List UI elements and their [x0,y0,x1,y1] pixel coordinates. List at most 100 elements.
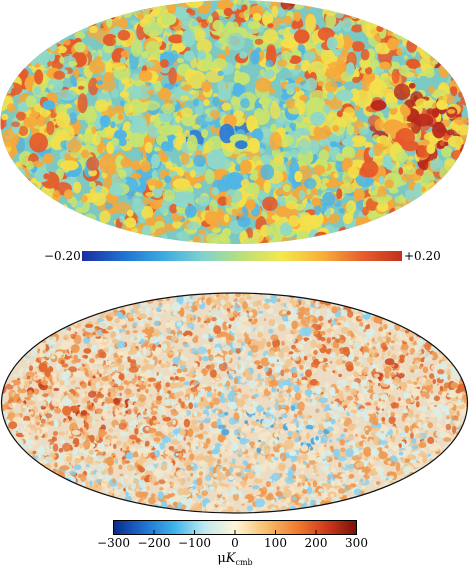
map-blob [201,129,208,138]
map-blob [351,25,363,33]
map-blob [461,43,469,53]
map-blob [13,320,19,326]
map-blob [348,166,359,178]
map-blob [456,14,465,23]
map-blob [380,62,391,70]
map-blob [203,99,210,106]
map-blob [0,179,9,185]
map-blob [20,506,26,513]
map-blob [101,506,103,509]
map-blob [24,30,42,48]
map-blob [433,209,438,216]
map-blob [54,222,62,232]
map-blob [22,336,26,339]
map-blob [375,8,384,18]
map-blob [84,305,88,311]
map-blob [80,229,91,242]
map-blob [135,375,137,378]
map-blob [432,331,434,334]
map-blob [296,118,302,123]
map-blob [47,207,55,216]
map-blob [25,308,30,311]
map-blob [415,318,418,321]
map-blob [21,181,39,191]
map-blob [72,20,80,30]
map-blob [374,119,384,131]
map-blob [11,182,17,187]
bottom-mollweide-projection [0,292,469,514]
map-blob [43,30,50,35]
map-blob [130,427,134,430]
map-blob [333,173,338,179]
map-blob [447,7,466,18]
map-blob [76,299,87,308]
map-blob [397,314,403,323]
map-blob [434,202,448,216]
map-blob [433,499,438,505]
map-blob [19,239,28,246]
map-blob [115,295,120,302]
map-blob [59,6,69,12]
map-blob [235,140,248,149]
map-blob [427,221,433,226]
map-blob [246,199,256,210]
map-blob [125,217,136,228]
map-blob [271,6,278,18]
map-blob [338,385,343,388]
map-blob [308,354,312,357]
map-blob [438,1,448,9]
map-blob [18,492,23,496]
map-blob [463,367,466,373]
map-blob [429,475,432,478]
map-blob [34,302,40,310]
map-blob [458,355,466,365]
map-blob [406,209,418,218]
map-blob [6,457,15,463]
map-blob [36,0,48,9]
map-blob [12,499,17,504]
map-blob [376,25,383,32]
map-blob [455,336,461,343]
map-blob [48,386,53,390]
map-blob [379,176,385,185]
map-blob [423,2,431,16]
map-blob [23,293,26,297]
map-blob [182,30,196,48]
map-blob [41,6,50,11]
map-blob [85,292,89,295]
map-blob [23,117,37,128]
map-blob [96,472,99,476]
map-blob [453,510,461,514]
map-blob [19,335,23,338]
map-blob [56,16,66,25]
map-blob [111,292,116,294]
map-blob [358,2,369,14]
map-blob [184,130,190,137]
map-blob [389,2,405,13]
map-blob [74,20,83,28]
map-blob [424,298,428,300]
map-blob [119,216,124,223]
map-blob [432,478,437,483]
map-blob [463,305,468,308]
map-blob [51,509,55,513]
map-blob [420,478,429,487]
map-blob [213,20,224,31]
map-blob [387,102,399,109]
map-blob [21,320,24,323]
map-blob [446,18,454,24]
map-blob [123,124,130,131]
map-blob [119,292,123,295]
map-blob [47,61,51,66]
map-blob [326,0,333,8]
map-blob [59,16,73,30]
map-blob [51,325,59,330]
map-blob [269,132,282,151]
map-blob [427,0,446,12]
map-blob [440,141,445,146]
map-blob [53,212,57,221]
map-blob [17,217,25,226]
map-blob [38,232,47,241]
map-blob [453,229,460,237]
map-blob [27,10,43,21]
